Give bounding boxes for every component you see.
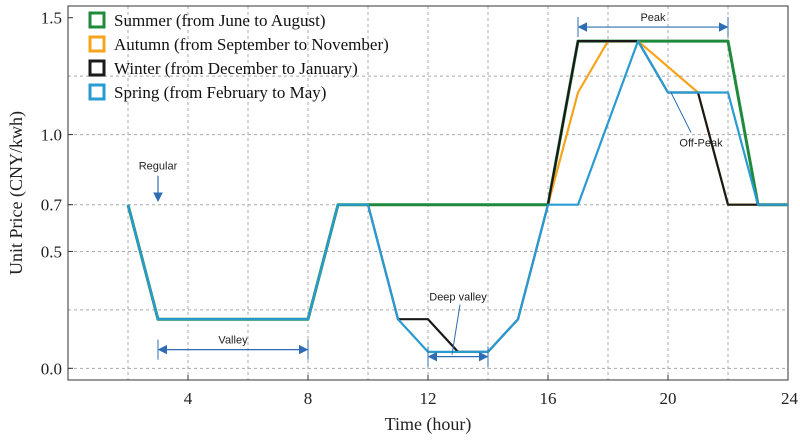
annotation-regular: Regular (139, 161, 178, 173)
x-tick-label: 8 (304, 389, 313, 408)
y-tick-label: 0.5 (41, 242, 62, 261)
legend-swatch-summer (88, 11, 106, 29)
legend: Summer (from June to August) Autumn (from… (88, 11, 389, 102)
series-line-winter (366, 39, 788, 353)
series-lines (126, 39, 788, 353)
legend-label-autumn: Autumn (from September to November) (114, 35, 389, 54)
annotation-deep-valley-pointer (451, 304, 461, 355)
legend-swatch-spring (88, 83, 106, 101)
x-tick-label: 12 (420, 389, 437, 408)
x-tick-label: 16 (540, 389, 557, 408)
y-tick-label: 1.0 (41, 126, 62, 145)
legend-label-spring: Spring (from February to May) (114, 83, 326, 102)
x-axis-title: Time (hour) (385, 414, 472, 435)
annotation-peak: Peak (640, 12, 666, 24)
y-tick-label: 0.0 (41, 359, 62, 378)
annotation-off-peak: Off-Peak (679, 137, 723, 149)
legend-swatch-winter (88, 59, 106, 77)
legend-swatch-autumn (88, 35, 106, 53)
annotation-deep-valley: Deep valley (429, 292, 487, 304)
annotation-valley: Valley (218, 335, 248, 347)
legend-label-summer: Summer (from June to August) (114, 11, 326, 30)
y-tick-label: 1.5 (41, 9, 62, 28)
x-tick-label: 24 (781, 389, 799, 408)
series-line-spring (126, 39, 788, 353)
axis-ticks: 4 8 12 16 20 24 0.0 0.5 0.7 1.0 1.5 (41, 9, 799, 408)
grid (68, 6, 788, 380)
annotations: Regular Valley Deep valley Peak Off-Peak (139, 12, 729, 367)
legend-label-winter: Winter (from December to January) (114, 59, 358, 78)
y-axis-title: Unit Price (CNY/kwh) (6, 111, 27, 275)
y-tick-label: 0.7 (41, 196, 63, 215)
annotation-off-peak-pointer (670, 92, 692, 133)
x-tick-label: 4 (184, 389, 193, 408)
x-tick-label: 20 (660, 389, 677, 408)
